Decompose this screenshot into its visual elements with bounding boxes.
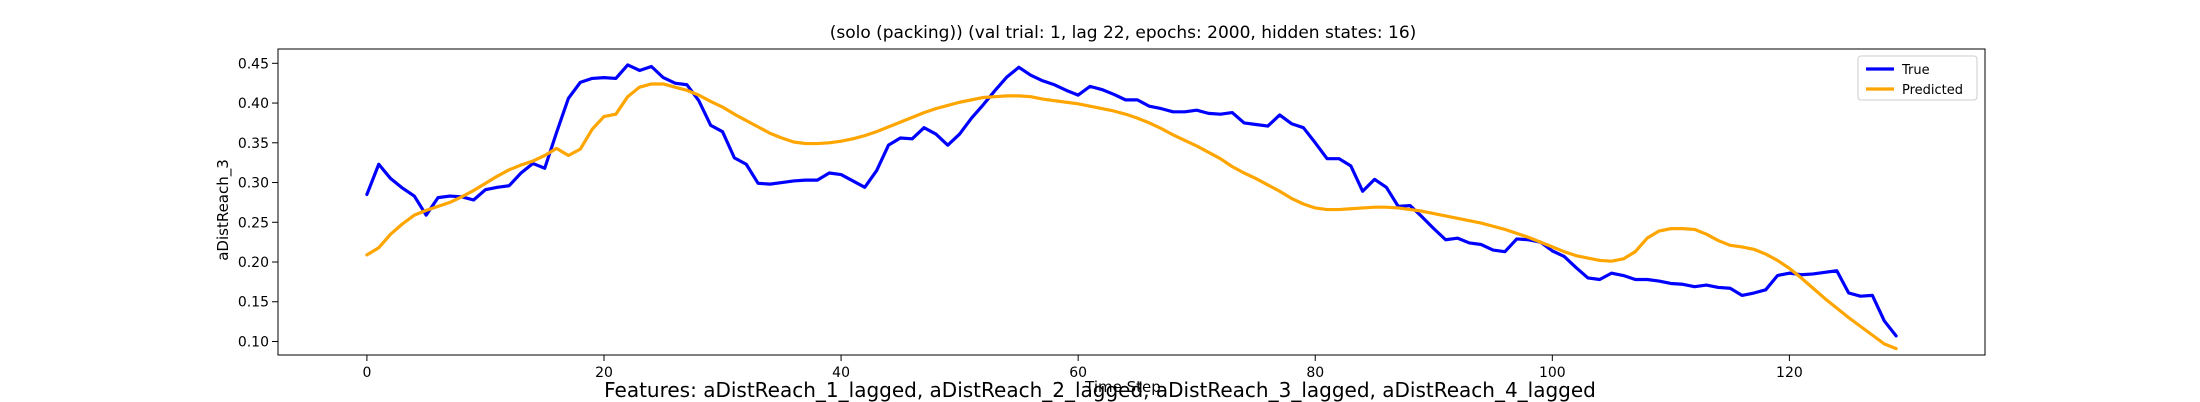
x-tick-label: 0 bbox=[362, 365, 371, 381]
y-axis-label: aDistReach_3 bbox=[214, 159, 233, 261]
x-tick-label: 40 bbox=[832, 365, 850, 381]
axes-frame bbox=[277, 48, 1986, 356]
y-tick-label: 0.20 bbox=[238, 255, 269, 271]
legend-label-true: True bbox=[1901, 63, 1930, 78]
x-tick-label: 20 bbox=[595, 365, 613, 381]
series-line-true bbox=[365, 63, 1898, 338]
features-caption: Features: aDistReach_1_lagged, aDistReac… bbox=[604, 378, 1596, 402]
x-tick-label: 100 bbox=[1539, 365, 1566, 381]
x-axis-label: Time Step bbox=[1084, 378, 1161, 396]
x-tick-label: 120 bbox=[1776, 365, 1803, 381]
y-tick-label: 0.35 bbox=[238, 136, 269, 152]
y-tick-label: 0.45 bbox=[238, 56, 269, 72]
legend-label-predicted: Predicted bbox=[1902, 83, 1963, 98]
chart-title: (solo (packing)) (val trial: 1, lag 22, … bbox=[830, 23, 1417, 43]
y-tick-label: 0.15 bbox=[238, 295, 269, 311]
y-tick-label: 0.25 bbox=[238, 215, 269, 231]
plot-area: 0 20 40 60 80 100 120 0.10 0.15 0.20 0.25 0.30 0.35 0… bbox=[238, 48, 1986, 381]
y-tick-label: 0.40 bbox=[238, 96, 269, 112]
y-tick-label: 0.10 bbox=[238, 334, 269, 350]
x-tick-label: 80 bbox=[1306, 365, 1324, 381]
x-tick-label: 60 bbox=[1069, 365, 1087, 381]
series-line-predicted bbox=[365, 82, 1898, 351]
y-tick-label: 0.30 bbox=[238, 176, 269, 192]
